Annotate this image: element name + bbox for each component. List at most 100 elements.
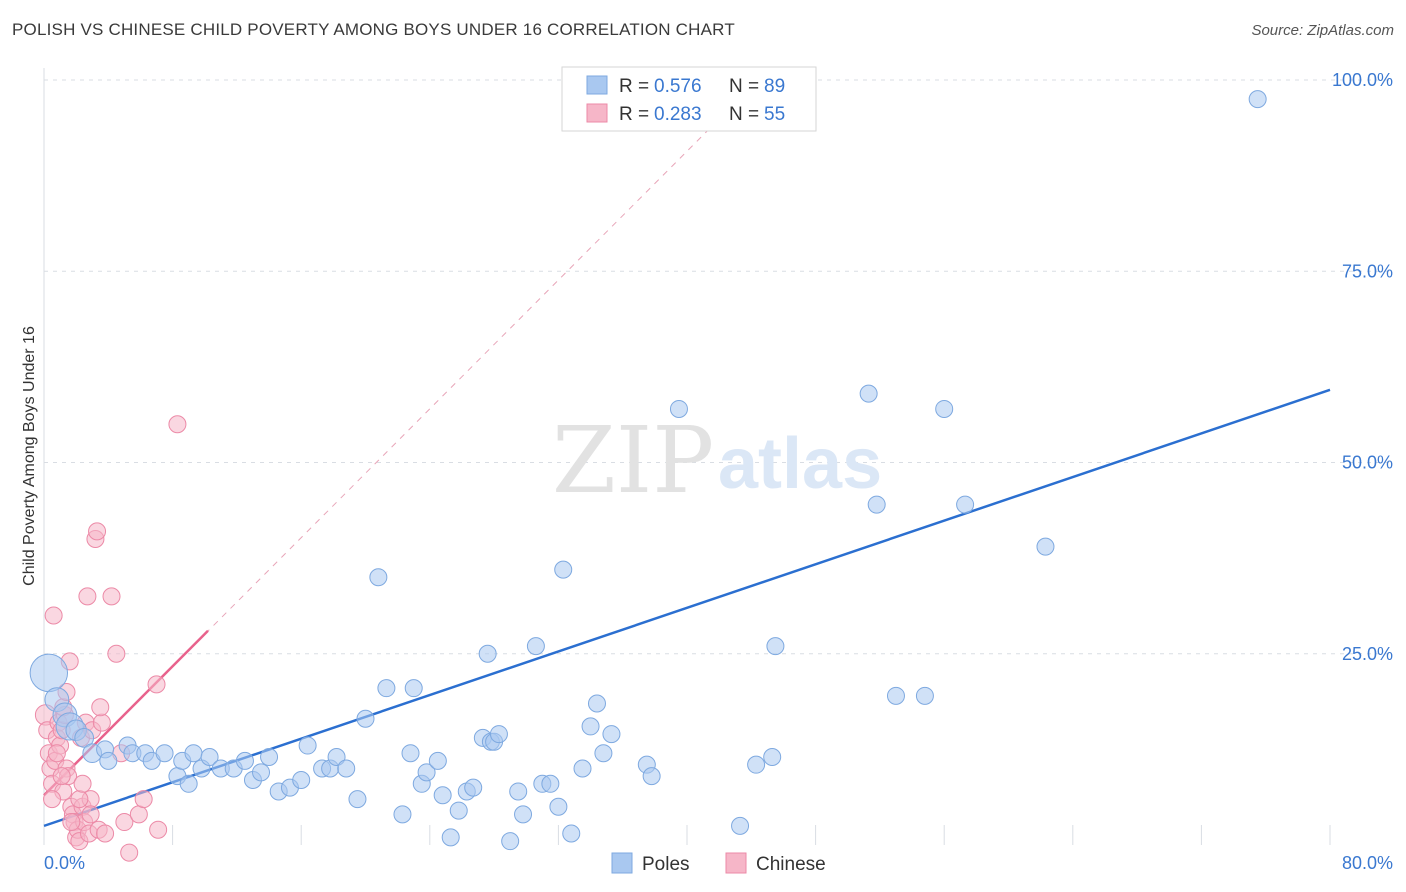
chinese-point — [44, 606, 63, 625]
poles-point — [489, 725, 508, 744]
y-tick-label-2: 75.0% — [1342, 261, 1393, 281]
poles-point — [252, 763, 271, 782]
watermark: ZIP atlas — [552, 407, 882, 514]
chinese-point — [70, 790, 89, 809]
poles-point — [441, 828, 460, 847]
poles-point — [549, 797, 568, 816]
poles-point — [327, 748, 346, 767]
poles-point — [1036, 537, 1055, 556]
poles-point — [298, 736, 317, 755]
source-label: Source: ZipAtlas.com — [1251, 22, 1394, 39]
poles-point — [859, 384, 878, 403]
poles-point — [594, 744, 613, 763]
poles-point — [541, 774, 560, 793]
poles-point — [393, 805, 412, 824]
chinese-point — [134, 790, 153, 809]
poles-point — [886, 686, 905, 705]
poles-point — [29, 653, 69, 693]
legend-r-value-poles: 0.576 — [654, 76, 702, 97]
poles-point — [526, 637, 545, 656]
bottom-legend-label-poles: Poles — [642, 854, 690, 875]
legend-n-value-poles: 89 — [764, 76, 785, 97]
watermark-zip: ZIP — [552, 407, 714, 514]
chart-title: POLISH VS CHINESE CHILD POVERTY AMONG BO… — [12, 20, 735, 39]
legend-n-value-chinese: 55 — [764, 104, 785, 125]
y-tick-label-0: 25.0% — [1342, 644, 1393, 664]
poles-point — [292, 770, 311, 789]
poles-point — [587, 694, 606, 713]
poles-point — [401, 744, 420, 763]
legend-swatch-chinese — [586, 103, 608, 123]
chinese-point — [168, 415, 187, 434]
chinese-point — [147, 675, 166, 694]
watermark-atlas: atlas — [718, 424, 882, 504]
poles-point — [377, 679, 396, 698]
poles-point — [581, 717, 600, 736]
bottom-legend-swatch-chinese — [725, 852, 747, 874]
legend-n-label-chinese: N = — [729, 104, 759, 125]
y-tick-label-3: 100.0% — [1332, 70, 1393, 90]
poles-point — [766, 637, 785, 656]
chinese-point — [43, 790, 62, 809]
poles-point — [669, 399, 688, 418]
chinese-point — [88, 522, 107, 541]
chinese-point — [73, 774, 92, 793]
poles-point — [184, 744, 203, 763]
x-tick-label-max: 80.0% — [1342, 853, 1393, 873]
chinese-point — [107, 644, 126, 663]
chinese-points — [34, 415, 187, 862]
poles-point — [867, 495, 886, 514]
poles-point — [478, 644, 497, 663]
poles-point — [433, 786, 452, 805]
poles-point — [514, 805, 533, 824]
y-tick-label-1: 50.0% — [1342, 453, 1393, 473]
poles-point — [99, 751, 118, 770]
poles-point — [642, 767, 661, 786]
series-legend: Poles Chinese — [611, 852, 826, 875]
poles-point — [602, 725, 621, 744]
chinese-point — [96, 824, 115, 843]
poles-point — [915, 686, 934, 705]
chinese-point — [47, 744, 66, 763]
poles-point — [348, 790, 367, 809]
poles-point — [337, 759, 356, 778]
legend-r-label-poles: R = — [619, 76, 649, 97]
poles-point — [155, 744, 174, 763]
stats-legend: R = 0.576 N = 89 R = 0.283 N = 55 — [561, 66, 817, 132]
poles-point — [956, 495, 975, 514]
y-axis-label: Child Poverty Among Boys Under 16 — [21, 326, 38, 586]
poles-point — [235, 751, 254, 770]
poles-point — [763, 748, 782, 767]
legend-r-label-chinese: R = — [619, 104, 649, 125]
poles-point — [935, 399, 954, 418]
chinese-point — [81, 805, 100, 824]
y-tick-labels: 25.0% 50.0% 75.0% 100.0% — [1332, 70, 1393, 664]
legend-n-label-poles: N = — [729, 76, 759, 97]
x-tick-label-min: 0.0% — [44, 853, 85, 873]
poles-point — [747, 755, 766, 774]
poles-point — [449, 801, 468, 820]
poles-point — [464, 778, 483, 797]
poles-point — [731, 816, 750, 835]
chinese-point — [115, 813, 134, 832]
chinese-point — [62, 813, 81, 832]
chinese-point — [129, 805, 148, 824]
legend-r-value-chinese: 0.283 — [654, 104, 702, 125]
poles-trend-line — [43, 388, 1331, 828]
poles-point — [1248, 90, 1267, 109]
poles-point — [417, 763, 436, 782]
chinese-point — [91, 698, 110, 717]
chinese-point — [92, 713, 111, 732]
poles-point — [554, 560, 573, 579]
chinese-point — [102, 587, 121, 606]
poles-point — [369, 568, 388, 587]
poles-point — [501, 832, 520, 851]
poles-point — [562, 824, 581, 843]
bottom-legend-label-chinese: Chinese — [756, 854, 826, 875]
bottom-legend-swatch-poles — [611, 852, 633, 874]
poles-point — [356, 709, 375, 728]
poles-point — [509, 782, 528, 801]
chinese-point — [120, 843, 139, 862]
poles-point — [200, 748, 219, 767]
